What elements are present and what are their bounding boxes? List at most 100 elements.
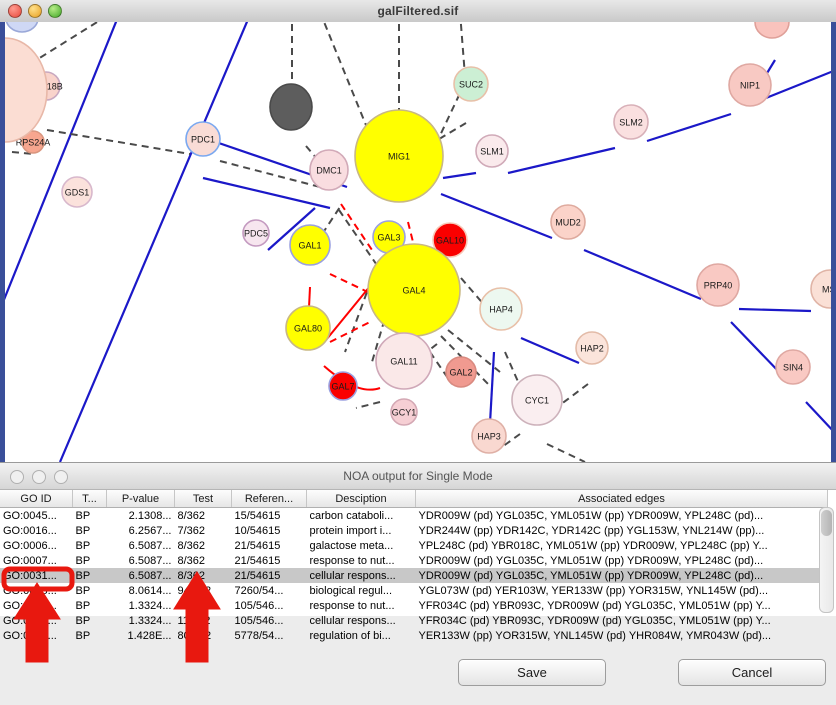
window-traffic-lights[interactable] bbox=[8, 4, 62, 18]
node-shape[interactable] bbox=[242, 219, 270, 247]
network-node-topleft[interactable] bbox=[5, 22, 39, 33]
table-row[interactable]: GO:0031... BP 1.3324... 12/362 105/546... res… bbox=[0, 598, 828, 613]
network-node-mig1[interactable]: MIG1 bbox=[354, 109, 444, 203]
cell-desciption: cellular respons... bbox=[306, 568, 416, 583]
column-header-type[interactable]: T... bbox=[72, 490, 107, 508]
network-node-hap2[interactable]: HAP2 bbox=[575, 331, 609, 365]
node-shape[interactable] bbox=[453, 66, 489, 102]
dialog-traffic-lights[interactable] bbox=[10, 470, 68, 484]
node-shape[interactable] bbox=[511, 374, 563, 426]
table-row[interactable]: GO:0006... BP 6.5087... 8/362 21/54615 galact… bbox=[0, 538, 828, 553]
network-node-gal10[interactable]: GAL10 bbox=[432, 222, 468, 258]
network-node-hap3[interactable]: HAP3 bbox=[471, 418, 507, 454]
node-shape[interactable] bbox=[613, 104, 649, 140]
node-label: GAL1 bbox=[298, 241, 321, 251]
network-node-gal1[interactable]: GAL1 bbox=[289, 224, 331, 266]
node-shape[interactable] bbox=[479, 287, 523, 331]
node-shape[interactable] bbox=[475, 134, 509, 168]
column-header-test[interactable]: Test bbox=[174, 490, 232, 508]
node-label: SUC2 bbox=[459, 80, 483, 90]
column-header-go-id[interactable]: GO ID bbox=[0, 490, 73, 508]
network-node-gcy1[interactable]: GCY1 bbox=[390, 398, 418, 426]
node-shape[interactable] bbox=[61, 176, 93, 208]
network-node-prp40[interactable]: PRP40 bbox=[696, 263, 740, 307]
network-node-mud2[interactable]: MUD2 bbox=[550, 204, 586, 240]
noa-table-container[interactable]: GO ID T... P-value Test Referen... Desci… bbox=[0, 489, 836, 642]
scrollbar-thumb[interactable] bbox=[821, 510, 832, 536]
network-node-slm1[interactable]: SLM1 bbox=[475, 134, 509, 168]
node-shape[interactable] bbox=[754, 22, 790, 39]
network-node-hap4[interactable]: HAP4 bbox=[479, 287, 523, 331]
node-shape[interactable] bbox=[471, 418, 507, 454]
node-shape[interactable] bbox=[445, 356, 477, 388]
node-shape[interactable] bbox=[575, 331, 609, 365]
network-node-gal7[interactable]: GAL7 bbox=[328, 371, 358, 401]
node-shape[interactable] bbox=[728, 63, 772, 107]
table-row[interactable]: GO:0016... BP 6.2567... 7/362 10/54615 protei… bbox=[0, 523, 828, 538]
network-node-dmc1[interactable]: DMC1 bbox=[309, 149, 349, 191]
node-shape[interactable] bbox=[328, 371, 358, 401]
node-shape[interactable] bbox=[775, 349, 811, 385]
network-node-pdc5[interactable]: PDC5 bbox=[242, 219, 270, 247]
network-node-gds1[interactable]: GDS1 bbox=[61, 176, 93, 208]
table-row[interactable]: GO:0050... BP 1.428E... 80/362 5778/54... reg… bbox=[0, 628, 828, 643]
network-node-suc2[interactable]: SUC2 bbox=[453, 66, 489, 102]
nodes-layer[interactable]: RPL18BRPS24AGDS1PDC1PDC5DMC1MIG1SUC2SLM1… bbox=[0, 22, 836, 454]
network-node-topright[interactable] bbox=[754, 22, 790, 39]
node-shape[interactable] bbox=[21, 130, 45, 154]
node-shape[interactable] bbox=[5, 22, 39, 33]
node-shape[interactable] bbox=[285, 305, 331, 351]
noa-table-body[interactable]: GO:0045... BP 2.1308... 8/362 15/54615 carbon… bbox=[0, 508, 828, 644]
node-shape[interactable] bbox=[354, 109, 444, 203]
dialog-zoom-icon[interactable] bbox=[54, 470, 68, 484]
node-shape[interactable] bbox=[390, 398, 418, 426]
network-node-bigpink[interactable] bbox=[0, 37, 48, 143]
minimize-icon[interactable] bbox=[28, 4, 42, 18]
node-shape[interactable] bbox=[810, 269, 836, 309]
network-node-gal4[interactable]: GAL4 bbox=[367, 243, 461, 337]
network-node-rps24a[interactable]: RPS24A bbox=[16, 130, 51, 154]
cell-reference: 105/546... bbox=[234, 599, 284, 612]
column-header-desciption[interactable]: Desciption bbox=[306, 490, 416, 508]
network-node-gal11[interactable]: GAL11 bbox=[375, 332, 433, 390]
node-shape[interactable] bbox=[375, 332, 433, 390]
table-row[interactable]: GO:0045... BP 2.1308... 8/362 15/54615 carbon… bbox=[0, 508, 828, 524]
table-vertical-scrollbar[interactable] bbox=[819, 507, 834, 613]
table-row[interactable]: GO:0007... BP 6.5087... 8/362 21/54615 respon… bbox=[0, 553, 828, 568]
close-icon[interactable] bbox=[8, 4, 22, 18]
node-label: HAP3 bbox=[477, 432, 501, 442]
network-node-gal2[interactable]: GAL2 bbox=[445, 356, 477, 388]
cancel-button[interactable]: Cancel bbox=[678, 659, 826, 686]
dialog-close-icon[interactable] bbox=[10, 470, 24, 484]
node-shape[interactable] bbox=[550, 204, 586, 240]
network-node-slm2[interactable]: SLM2 bbox=[613, 104, 649, 140]
node-label: GAL11 bbox=[390, 357, 417, 367]
network-node-gray[interactable] bbox=[269, 83, 313, 131]
network-node-pdc1[interactable]: PDC1 bbox=[185, 121, 221, 157]
network-node-nip1[interactable]: NIP1 bbox=[728, 63, 772, 107]
node-shape[interactable] bbox=[309, 149, 349, 191]
column-header-p-value[interactable]: P-value bbox=[106, 490, 175, 508]
cell-test: 8/362 bbox=[177, 539, 206, 552]
network-node-sin4[interactable]: SIN4 bbox=[775, 349, 811, 385]
network-graph[interactable]: RPL18BRPS24AGDS1PDC1PDC5DMC1MIG1SUC2SLM1… bbox=[0, 22, 836, 462]
node-shape[interactable] bbox=[289, 224, 331, 266]
node-shape[interactable] bbox=[269, 83, 313, 131]
table-row[interactable]: GO:0031... BP 1.3324... 11/362 105/546... cel… bbox=[0, 613, 828, 628]
save-button[interactable]: Save bbox=[458, 659, 606, 686]
node-shape[interactable] bbox=[185, 121, 221, 157]
node-shape[interactable] bbox=[696, 263, 740, 307]
network-node-cyc1[interactable]: CYC1 bbox=[511, 374, 563, 426]
column-header-reference[interactable]: Referen... bbox=[231, 490, 307, 508]
dialog-minimize-icon[interactable] bbox=[32, 470, 46, 484]
noa-results-table[interactable]: GO ID T... P-value Test Referen... Desci… bbox=[0, 490, 828, 643]
node-shape[interactable] bbox=[432, 222, 468, 258]
table-row[interactable]: GO:0031... BP 6.5087... 8/362 21/54615 cellul… bbox=[0, 568, 828, 583]
column-header-associated-edges[interactable]: Associated edges bbox=[415, 490, 828, 508]
network-node-gal80[interactable]: GAL80 bbox=[285, 305, 331, 351]
network-node-msi[interactable]: MSI bbox=[810, 269, 836, 309]
node-shape[interactable] bbox=[0, 37, 48, 143]
network-canvas[interactable]: RPL18BRPS24AGDS1PDC1PDC5DMC1MIG1SUC2SLM1… bbox=[0, 22, 836, 462]
zoom-icon[interactable] bbox=[48, 4, 62, 18]
table-row[interactable]: GO:0065... BP 8.0614... 94/362 7260/54... bio… bbox=[0, 583, 828, 598]
